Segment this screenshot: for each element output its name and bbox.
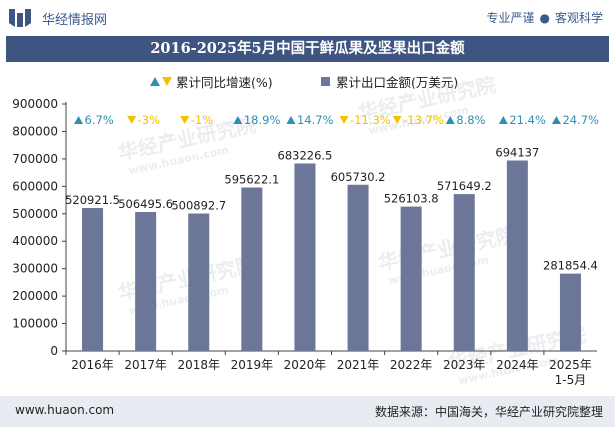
growth-label: 18.9% bbox=[244, 113, 281, 127]
y-tick-label: 0 bbox=[50, 344, 58, 358]
y-tick-label: 800000 bbox=[12, 124, 58, 138]
growth-down-marker bbox=[339, 116, 349, 124]
brand-name: 华经情报网 bbox=[42, 13, 108, 28]
bar-value-label: 571649.2 bbox=[437, 179, 492, 193]
triangle-down-icon bbox=[162, 77, 172, 86]
x-tick-label: 2024年 bbox=[496, 358, 539, 372]
x-tick-label: 2019年 bbox=[231, 358, 274, 372]
slogan: 专业严谨 ● 客观科学 bbox=[486, 9, 603, 26]
x-tick-label: 2020年 bbox=[284, 358, 327, 372]
growth-label: 14.7% bbox=[297, 113, 334, 127]
bar-value-label: 595622.1 bbox=[224, 173, 279, 187]
y-tick-label: 500000 bbox=[12, 207, 58, 221]
legend-amount: 累计出口金额(万美元) bbox=[321, 72, 458, 91]
y-tick-label: 700000 bbox=[12, 152, 58, 166]
growth-label: -13.7% bbox=[403, 113, 444, 127]
bar-layer bbox=[82, 160, 581, 351]
growth-label: 8.8% bbox=[456, 113, 485, 127]
growth-down-marker bbox=[127, 116, 137, 124]
bar bbox=[135, 211, 157, 351]
x-tick-label: 2021年 bbox=[337, 358, 380, 372]
growth-up-marker bbox=[286, 116, 296, 124]
chart-title: 2016-2025年5月中国干鲜瓜果及坚果出口金额 bbox=[6, 36, 609, 62]
x-tick-label: 2022年 bbox=[390, 358, 433, 372]
bar-value-label: 526103.8 bbox=[384, 192, 439, 206]
top-bar: 华经情报网 专业严谨 ● 客观科学 bbox=[0, 0, 615, 36]
growth-label: 24.7% bbox=[562, 113, 599, 127]
bar bbox=[294, 163, 316, 351]
growth-up-marker bbox=[233, 116, 243, 124]
growth-up-marker bbox=[551, 116, 561, 124]
chart-legend: 累计同比增速(%) 累计出口金额(万美元) bbox=[0, 72, 615, 94]
growth-up-marker bbox=[74, 116, 84, 124]
growth-up-marker bbox=[445, 116, 455, 124]
growth-label: 21.4% bbox=[509, 113, 546, 127]
bar-value-label: 683226.5 bbox=[278, 148, 333, 162]
y-tick-label: 100000 bbox=[12, 317, 58, 331]
bar bbox=[188, 213, 210, 351]
logo-icon bbox=[9, 9, 31, 27]
x-tick-label: 1-5月 bbox=[555, 373, 587, 387]
legend-growth: 累计同比增速(%) bbox=[150, 72, 273, 91]
y-tick-label: 400000 bbox=[12, 234, 58, 248]
bar bbox=[506, 160, 528, 351]
bar-value-label: 694137 bbox=[495, 145, 539, 159]
bar-value-label: 506495.6 bbox=[118, 197, 173, 211]
y-tick-label: 200000 bbox=[12, 289, 58, 303]
bar-chart: 华经产业研究院www.huaon.com华经产业研究院www.huaon.com… bbox=[12, 72, 599, 387]
growth-label: -11.3% bbox=[350, 113, 391, 127]
x-tick-label: 2023年 bbox=[443, 358, 486, 372]
bar bbox=[347, 184, 369, 351]
y-tick-label: 300000 bbox=[12, 262, 58, 276]
growth-layer: 6.7% -3% -1% 18.9% 14.7% -11.3% -13.7% 8.8% 21.4… bbox=[74, 113, 599, 127]
triangle-up-icon bbox=[150, 77, 160, 86]
bar bbox=[82, 208, 104, 351]
bar bbox=[241, 187, 263, 351]
growth-down-marker bbox=[392, 116, 402, 124]
bar bbox=[453, 194, 475, 351]
y-tick-label: 600000 bbox=[12, 179, 58, 193]
y-tick-label: 900000 bbox=[12, 97, 58, 111]
bar-value-label: 605730.2 bbox=[331, 170, 386, 184]
footer-source: 数据来源：中国海关，华经产业研究院整理 bbox=[374, 405, 603, 419]
x-tick-label: 2018年 bbox=[177, 358, 220, 372]
growth-label: -3% bbox=[138, 113, 160, 127]
bar-value-label: 520921.5 bbox=[65, 193, 120, 207]
growth-down-marker bbox=[180, 116, 190, 124]
slogan-left: 专业严谨 bbox=[486, 11, 535, 25]
x-tick-label: 2016年 bbox=[71, 358, 114, 372]
legend-amount-label: 累计出口金额(万美元) bbox=[336, 75, 459, 90]
footer-website: www.huaon.com bbox=[15, 403, 115, 417]
x-tick-label: 2017年 bbox=[124, 358, 167, 372]
x-tick-label: 2025年 bbox=[549, 358, 592, 372]
slogan-separator: ● bbox=[539, 11, 550, 25]
growth-label: -1% bbox=[191, 113, 213, 127]
bar bbox=[559, 273, 581, 351]
legend-growth-label: 累计同比增速(%) bbox=[176, 75, 273, 90]
growth-up-marker bbox=[498, 116, 508, 124]
footer: www.huaon.com 数据来源：中国海关，华经产业研究院整理 bbox=[0, 396, 615, 427]
legend-bar-swatch bbox=[321, 77, 330, 86]
bar bbox=[400, 206, 422, 351]
bar-value-label: 500892.7 bbox=[171, 199, 226, 213]
bar-value-label: 281854.4 bbox=[543, 259, 598, 273]
growth-label: 6.7% bbox=[85, 113, 114, 127]
slogan-right: 客观科学 bbox=[554, 11, 603, 25]
